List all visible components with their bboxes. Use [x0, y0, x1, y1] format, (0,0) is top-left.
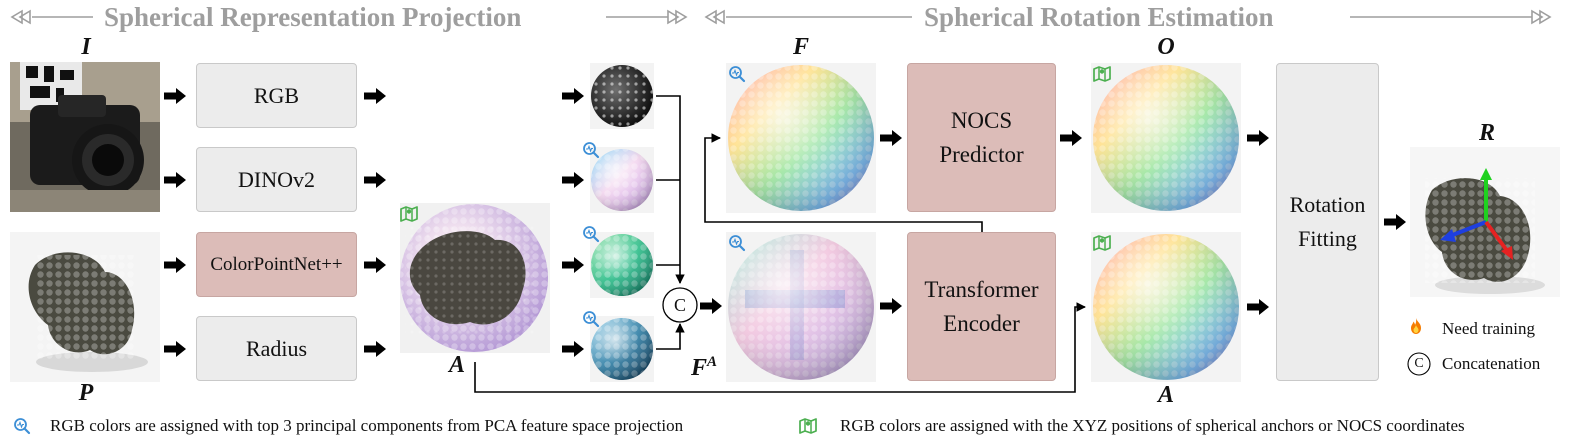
input-point-cloud	[10, 232, 160, 382]
right-section-header	[704, 9, 1552, 25]
concat-node	[662, 287, 698, 323]
legend-concatenation: Concatenation	[1442, 354, 1541, 373]
arrow	[1247, 130, 1269, 146]
double-triangle-arrow-icon	[667, 9, 688, 25]
arrow	[1384, 214, 1406, 230]
arrow	[562, 341, 584, 357]
arrow	[164, 88, 186, 104]
symbol-anchors-mid: A	[448, 352, 465, 378]
symbol-points: P	[78, 380, 94, 406]
arrow	[562, 88, 584, 104]
right-section-title: Spherical Rotation Estimation	[924, 2, 1274, 32]
rotation-fitting-line1: Rotation	[1289, 192, 1366, 217]
arrow	[562, 257, 584, 273]
arrow	[364, 341, 386, 357]
nocs-sphere-o	[1091, 63, 1241, 213]
feature-anchor-sphere	[726, 232, 876, 382]
colorpointnet-feature-sphere	[590, 232, 654, 298]
feedback-connector	[704, 133, 983, 232]
arrow	[364, 257, 386, 273]
legend-need-training: Need training	[1442, 319, 1535, 338]
rotation-fitting-box: Rotation Fitting	[1276, 63, 1379, 381]
nocs-predictor-line2: Predictor	[939, 141, 1024, 167]
symbol-rotation: R	[1478, 120, 1495, 146]
concat-connectors	[656, 95, 685, 350]
arrow	[164, 341, 186, 357]
symbol-feature-anchor-sup: A	[707, 354, 718, 370]
output-rotation-object	[1410, 147, 1560, 297]
dino-box: DINOv2	[196, 147, 357, 212]
legend-xyz-note: RGB colors are assigned with the XYZ pos…	[840, 416, 1465, 435]
anchor-sphere-a	[1091, 232, 1241, 382]
arrow	[164, 172, 186, 188]
symbol-image: I	[81, 34, 91, 60]
colorpointnet-box: ColorPointNet++	[196, 232, 357, 297]
left-section-header	[10, 9, 688, 25]
symbol-feature: F	[792, 34, 809, 60]
transformer-encoder-line2: Encoder	[943, 310, 1020, 336]
arrow	[1247, 299, 1269, 315]
symbol-anchors-right: A	[1157, 382, 1174, 408]
pca-search-icon	[13, 417, 31, 435]
transformer-encoder-box: Transformer Encoder	[907, 232, 1056, 381]
symbol-feature-anchor: FA	[684, 354, 724, 382]
legend-concat-node	[1407, 352, 1431, 376]
arrow	[562, 172, 584, 188]
symbol-nocs: O	[1157, 34, 1175, 60]
legend-concat-symbol: C	[1414, 356, 1424, 371]
double-triangle-arrow-icon	[10, 9, 31, 25]
fire-icon	[1411, 318, 1421, 334]
arrow	[364, 88, 386, 104]
arrow	[880, 298, 902, 314]
anchor-connector	[474, 302, 1086, 393]
arrow	[164, 257, 186, 273]
arrow	[880, 130, 902, 146]
symbol-feature-anchor-base: F	[690, 355, 707, 381]
healpix-anchor-sphere	[400, 203, 550, 353]
radius-feature-sphere	[590, 316, 654, 382]
dino-feature-sphere	[590, 147, 654, 213]
nocs-predictor-line1: NOCS	[950, 107, 1013, 133]
arrow	[364, 172, 386, 188]
double-triangle-arrow-icon	[704, 9, 725, 25]
concat-symbol: C	[673, 295, 686, 315]
rgb-feature-sphere	[590, 63, 654, 129]
x-axis	[1484, 220, 1510, 254]
rgb-box-label: RGB	[253, 82, 300, 108]
feature-sphere-f	[726, 63, 876, 213]
dino-box-label: DINOv2	[238, 166, 315, 192]
colorpointnet-box-label: ColorPointNet++	[210, 253, 343, 275]
radius-box: Radius	[196, 316, 357, 381]
arrow	[700, 298, 722, 314]
nocs-predictor-box: NOCS Predictor	[907, 63, 1056, 212]
left-section-title: Spherical Representation Projection	[104, 2, 522, 32]
legend-pca-note: RGB colors are assigned with top 3 princ…	[50, 416, 684, 435]
radius-box-label: Radius	[245, 335, 308, 361]
transformer-encoder-line1: Transformer	[924, 276, 1039, 302]
input-image-camera	[10, 62, 160, 212]
rgb-box: RGB	[196, 63, 357, 128]
double-triangle-arrow-icon	[1531, 9, 1552, 25]
rotation-fitting-line2: Fitting	[1298, 226, 1357, 251]
z-axis	[1449, 220, 1487, 238]
arrow	[1060, 130, 1082, 146]
map-icon	[799, 418, 817, 434]
